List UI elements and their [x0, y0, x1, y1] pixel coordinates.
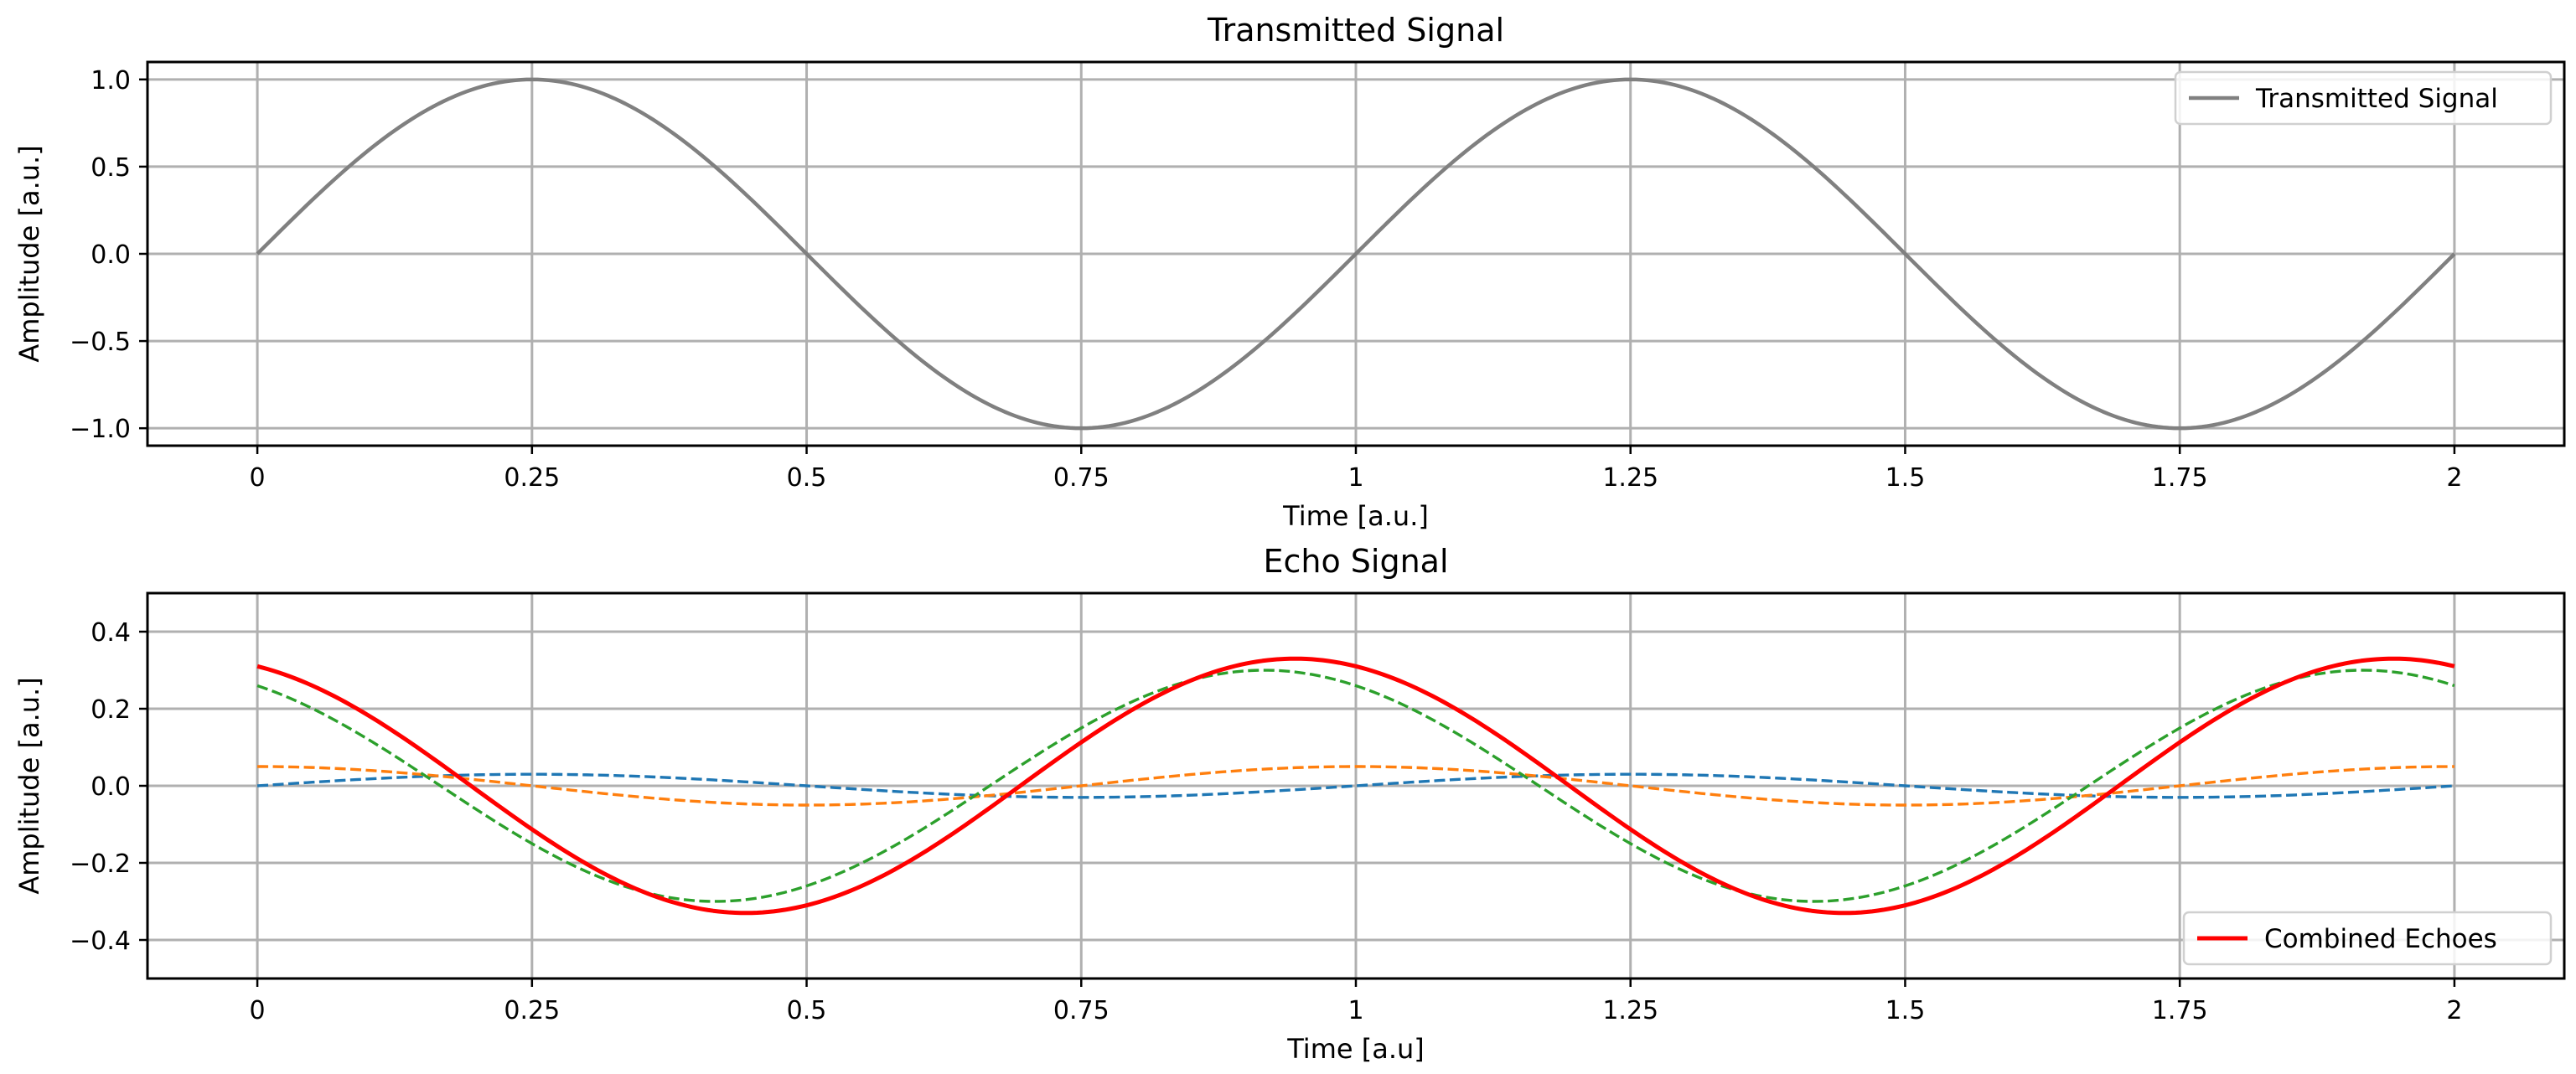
x-tick-label: 1.5 [1885, 996, 1926, 1025]
x-tick-label: 1 [1347, 996, 1363, 1025]
x-tick-label: 0.25 [504, 463, 560, 493]
x-tick-label: 0 [250, 463, 266, 493]
legend: Combined Echoes [2182, 911, 2553, 966]
series-line-combined-echoes [256, 656, 2455, 916]
y-tick-label: 1.0 [91, 66, 131, 96]
x-axis-label: Time [a.u.] [1282, 500, 1429, 532]
y-axis-label: Amplitude [a.u.] [13, 145, 45, 362]
y-tick-label: −0.2 [70, 849, 131, 879]
x-axis-label: Time [a.u] [1286, 1033, 1425, 1065]
transmitted-signal-plot: 0 0.25 0.5 0.75 1 1.25 1.5 1.75 2 1.0 0.5 0.0 −0.5 −1… [13, 12, 2566, 532]
legend-box [2174, 70, 2553, 126]
x-tick-label: 0 [250, 996, 266, 1025]
y-tick-label: 0.0 [91, 240, 131, 270]
series-line-transmitted-signal [256, 77, 2456, 431]
chart-title: Echo Signal [1263, 543, 1448, 580]
x-tick-label: 0.75 [1053, 463, 1110, 493]
y-tick-label: 0.5 [91, 153, 131, 183]
legend-label: Transmitted Signal [2255, 84, 2498, 114]
y-tick-label: −0.4 [70, 927, 131, 956]
x-tick-label: 0.5 [787, 463, 827, 493]
series-group [256, 656, 2455, 916]
x-tick-label: 1 [1347, 463, 1363, 493]
x-tick-label: 0.25 [504, 996, 560, 1025]
x-tick-label: 2 [2446, 996, 2462, 1025]
chart-title: Transmitted Signal [1207, 12, 1504, 49]
y-axis-label: Amplitude [a.u.] [13, 677, 45, 894]
legend-label: Combined Echoes [2264, 924, 2497, 954]
y-tick-label: 0.2 [91, 695, 131, 725]
y-tick-label: −1.0 [70, 415, 131, 444]
x-tick-label: 1.75 [2152, 463, 2208, 493]
x-tick-label: 1.75 [2152, 996, 2208, 1025]
grid [147, 593, 2564, 978]
echo-signal-plot: 0 0.25 0.5 0.75 1 1.25 1.5 1.75 2 0.4 0.2 0.0 −0.2 −0… [13, 543, 2566, 1065]
legend-box [2182, 911, 2553, 966]
x-tick-label: 0.75 [1053, 996, 1110, 1025]
x-tick-label: 2 [2446, 463, 2462, 493]
ticks: 0 0.25 0.5 0.75 1 1.25 1.5 1.75 2 1.0 0.5 0.0 −0.5 −1… [70, 66, 2462, 493]
x-tick-label: 1.5 [1885, 463, 1926, 493]
series-line-echo-3 [256, 669, 2455, 903]
x-tick-label: 0.5 [787, 996, 827, 1025]
ticks: 0 0.25 0.5 0.75 1 1.25 1.5 1.75 2 0.4 0.2 0.0 −0.2 −0… [70, 618, 2462, 1025]
series-group [256, 77, 2456, 431]
x-tick-label: 1.25 [1602, 996, 1658, 1025]
y-tick-label: 0.0 [91, 772, 131, 802]
series-line-echo-2 [257, 765, 2454, 807]
y-tick-label: 0.4 [91, 618, 131, 648]
y-tick-label: −0.5 [70, 328, 131, 357]
x-tick-label: 1.25 [1602, 463, 1658, 493]
legend: Transmitted Signal [2174, 70, 2553, 126]
